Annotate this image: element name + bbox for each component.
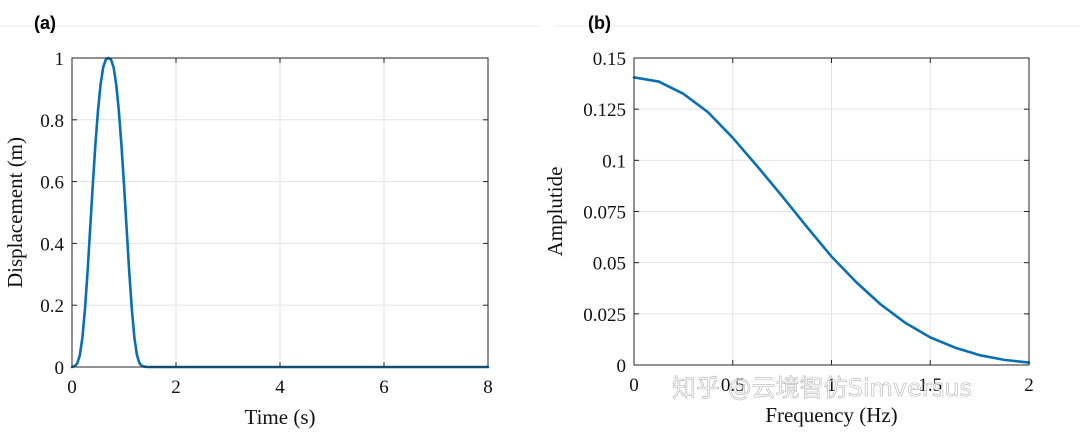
y-tick-label: 0.2 [40, 296, 64, 317]
panel-label: (a) [34, 13, 56, 33]
x-tick-label: 4 [275, 377, 285, 398]
y-tick-label: 0.15 [593, 49, 626, 70]
y-axis-title: Amplutide [543, 167, 567, 257]
x-tick-label: 2 [1024, 375, 1034, 396]
y-tick-label: 1 [55, 49, 65, 70]
y-tick-label: 0.8 [40, 111, 64, 132]
x-tick-label: 0 [629, 375, 639, 396]
x-tick-label: 1.5 [918, 375, 942, 396]
watermark-text: 知乎 @云境智仿Simversus [672, 374, 972, 402]
x-tick-label: 2 [171, 377, 181, 398]
y-tick-label: 0 [617, 356, 627, 377]
y-tick-label: 0.6 [40, 173, 64, 194]
x-tick-label: 0.5 [721, 375, 745, 396]
y-tick-label: 0.05 [593, 254, 626, 275]
series-line-1 [632, 76, 1031, 364]
y-tick-label: 0.125 [583, 100, 626, 121]
y-tick-label: 0 [55, 358, 65, 379]
chart-panel-b: 0 0.5 1 1.5 2 0 0.025 0.05 0.075 0.1 0.125 0.15 Freq… [543, 13, 1034, 427]
y-tick-label: 0.4 [40, 234, 64, 255]
x-axis-title: Time (s) [245, 405, 316, 429]
panel-label: (b) [588, 13, 611, 33]
y-tick-label: 0.075 [583, 203, 626, 224]
x-tick-label: 6 [379, 377, 389, 398]
y-tick-label: 0.1 [602, 151, 626, 172]
y-tick-label: 0.025 [583, 305, 626, 326]
y-axis-title: Displacement (m) [3, 137, 27, 288]
chart-panel-a: 0 2 4 6 8 0 0.2 0.4 0.6 0.8 1 Time (s) Displacement … [3, 13, 493, 429]
x-tick-label: 1 [827, 375, 837, 396]
x-tick-label: 0 [67, 377, 77, 398]
x-tick-label: 8 [483, 377, 493, 398]
x-axis-title: Frequency (Hz) [765, 403, 897, 427]
